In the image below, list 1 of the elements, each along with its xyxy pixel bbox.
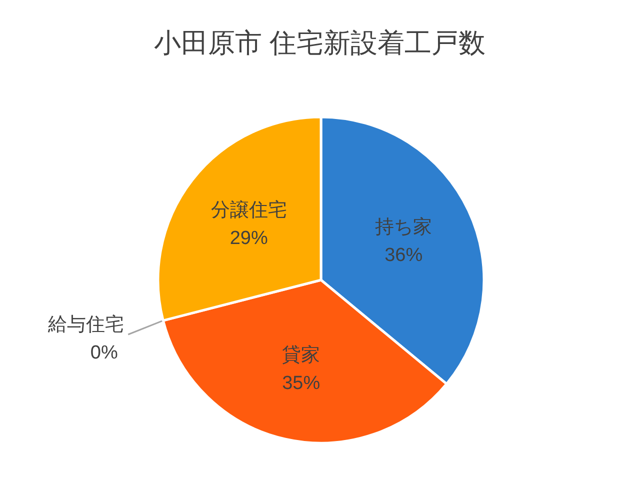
title: 小田原市 住宅新設着工戸数 [154,28,486,58]
